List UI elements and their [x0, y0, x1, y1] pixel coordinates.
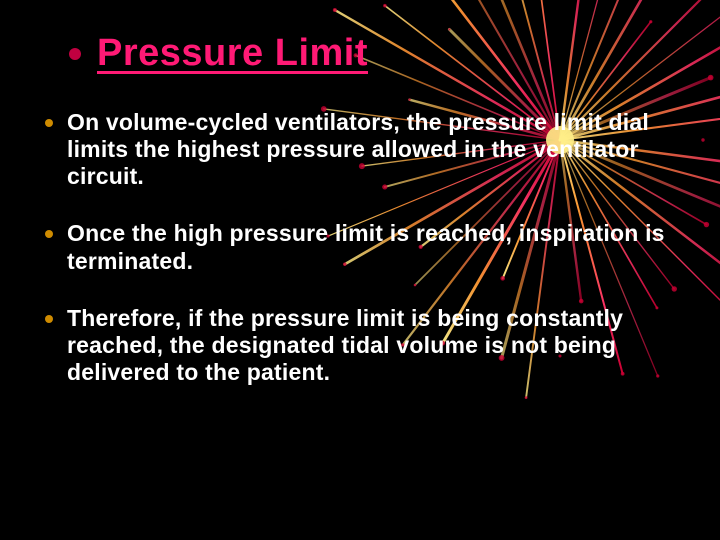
bullet-icon [45, 230, 53, 238]
bullet-item: Therefore, if the pressure limit is bein… [45, 305, 675, 386]
bullet-text: On volume-cycled ventilators, the pressu… [67, 109, 675, 190]
title-bullet-icon [69, 48, 81, 60]
bullet-item: Once the high pressure limit is reached,… [45, 220, 675, 274]
bullet-text: Therefore, if the pressure limit is bein… [67, 305, 675, 386]
slide-title: Pressure Limit [97, 32, 368, 75]
bullet-item: On volume-cycled ventilators, the pressu… [45, 109, 675, 190]
bullet-icon [45, 315, 53, 323]
slide-content: Pressure Limit On volume-cycled ventilat… [0, 0, 720, 386]
bullet-icon [45, 119, 53, 127]
bullet-text: Once the high pressure limit is reached,… [67, 220, 675, 274]
title-row: Pressure Limit [69, 32, 675, 75]
